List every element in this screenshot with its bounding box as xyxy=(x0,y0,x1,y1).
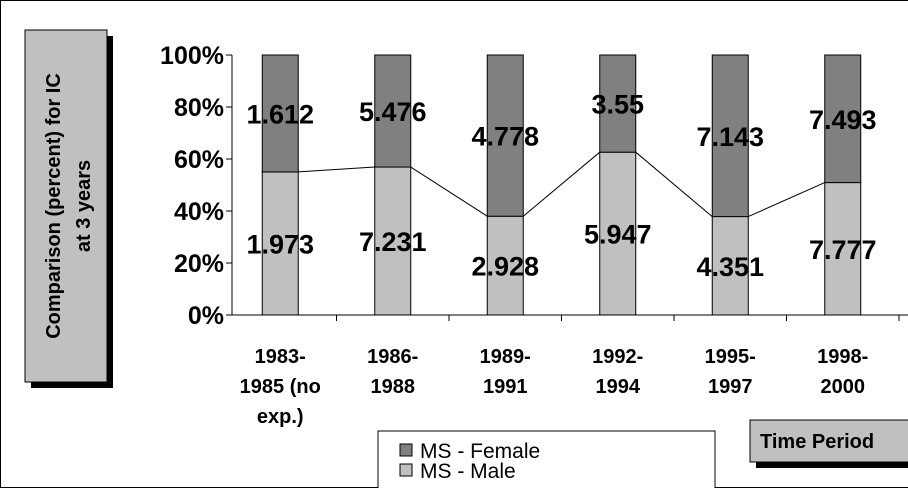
series-line xyxy=(748,182,825,218)
bar xyxy=(711,54,749,218)
series-line xyxy=(635,151,713,217)
bar xyxy=(374,166,412,316)
bar xyxy=(486,215,524,316)
series-line xyxy=(298,166,375,173)
x-tick-label: 1994 xyxy=(596,376,641,398)
data-label: 5.947 xyxy=(584,220,652,250)
data-label: 4.778 xyxy=(471,122,539,152)
data-label: 1.973 xyxy=(246,229,314,259)
y-tick-label: 60% xyxy=(174,146,224,174)
x-tick-label: 1983- xyxy=(255,346,306,368)
x-tick-label: 1985 (no xyxy=(240,376,321,398)
y-tick-label: 100% xyxy=(160,42,224,70)
y-tick-label: 80% xyxy=(174,94,224,122)
bar xyxy=(599,54,637,153)
data-label: 1.612 xyxy=(246,99,314,129)
x-tick-label: 1995- xyxy=(705,346,756,368)
legend-label: MS - Female xyxy=(420,440,540,463)
series-line xyxy=(410,166,488,217)
data-label: 5.476 xyxy=(359,97,427,127)
y-tick-label: 0% xyxy=(188,302,224,330)
data-label: 4.351 xyxy=(696,252,764,282)
legend-swatch xyxy=(399,443,413,457)
x-tick-label: exp.) xyxy=(257,406,304,428)
legend-box xyxy=(377,430,716,488)
legend-swatch xyxy=(399,463,413,477)
xlabel-box xyxy=(749,419,908,463)
bar xyxy=(261,54,299,173)
bar xyxy=(374,54,412,168)
legend-label: MS - Male xyxy=(420,460,516,483)
x-tick-label: 1998- xyxy=(817,346,868,368)
data-label: 2.928 xyxy=(471,252,539,282)
data-label: 7.777 xyxy=(809,235,877,265)
y-tick-label: 20% xyxy=(174,250,224,278)
series-line xyxy=(522,151,601,217)
x-tick-label: 1997 xyxy=(708,376,753,398)
x-tick-label: 2000 xyxy=(821,376,866,398)
data-label: 3.55 xyxy=(591,90,644,120)
data-label: 7.231 xyxy=(359,227,427,257)
x-tick-label: 1989- xyxy=(480,346,531,368)
y-tick-label: 40% xyxy=(174,198,224,226)
bar xyxy=(599,151,637,316)
data-label: 7.493 xyxy=(809,105,877,135)
bar xyxy=(486,54,524,217)
bar xyxy=(711,216,749,316)
x-tick-label: 1991 xyxy=(483,376,528,398)
x-tick-label: 1988 xyxy=(371,376,416,398)
y-axis-label: at 3 years xyxy=(73,160,95,252)
bar xyxy=(824,54,862,184)
x-axis-label: Time Period xyxy=(760,431,874,453)
data-label: 7.143 xyxy=(696,122,764,152)
bar xyxy=(824,182,862,316)
ylabel-box xyxy=(24,29,108,383)
x-tick-label: 1986- xyxy=(367,346,418,368)
y-axis-label: Comparison (percent) for IC xyxy=(43,73,65,339)
x-tick-label: 1992- xyxy=(592,346,643,368)
